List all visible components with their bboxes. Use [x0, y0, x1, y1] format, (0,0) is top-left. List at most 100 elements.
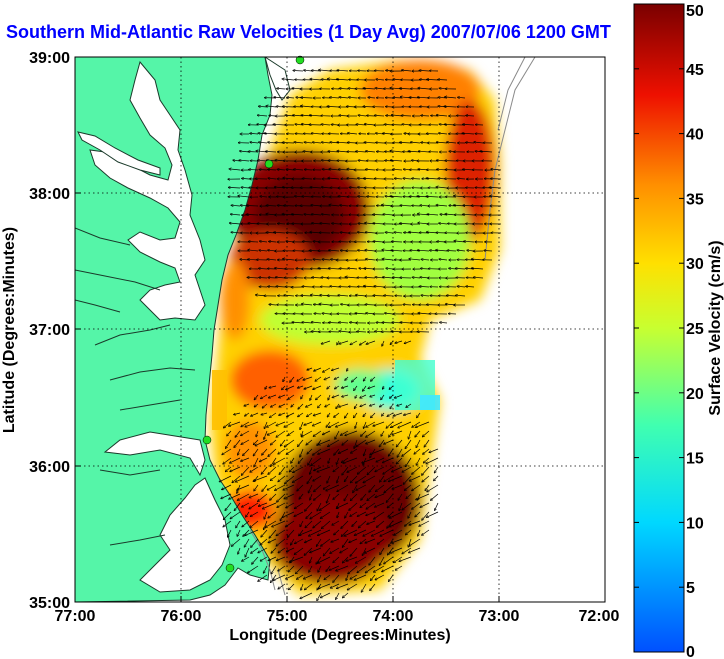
velocity-arrow — [395, 394, 403, 398]
velocity-arrow — [366, 421, 376, 427]
velocity-arrow — [390, 151, 403, 153]
velocity-arrow — [424, 439, 430, 447]
velocity-arrow — [422, 475, 430, 482]
velocity-arrow — [404, 412, 412, 415]
velocity-arrow — [293, 71, 304, 72]
velocity-arrow — [269, 304, 277, 305]
velocity-arrow — [426, 196, 439, 197]
velocity-arrow — [375, 466, 385, 472]
velocity-arrow — [242, 466, 250, 475]
velocity-arrow — [373, 421, 385, 426]
velocity-arrow — [312, 322, 322, 323]
velocity-arrow — [301, 583, 304, 590]
velocity-arrow — [365, 547, 376, 553]
velocity-arrow — [329, 205, 340, 206]
velocity-arrow — [299, 493, 304, 499]
velocity-arrow — [322, 259, 331, 260]
velocity-arrow — [339, 322, 349, 323]
velocity-arrow — [318, 439, 331, 445]
velocity-arrow — [318, 574, 322, 582]
velocity-arrow — [356, 439, 367, 447]
velocity-arrow — [425, 484, 430, 491]
velocity-arrow — [375, 493, 385, 497]
velocity-arrow — [375, 115, 385, 116]
velocity-arrow — [380, 529, 394, 536]
velocity-arrow — [264, 430, 268, 439]
velocity-arrow — [397, 439, 403, 447]
velocity-arrow — [439, 259, 448, 260]
velocity-arrow — [350, 340, 358, 345]
velocity-arrow — [363, 412, 367, 417]
velocity-arrow — [339, 340, 349, 344]
velocity-arrow — [298, 412, 304, 417]
velocity-arrow — [436, 205, 448, 206]
velocity-arrow — [437, 115, 448, 116]
velocity-arrow — [333, 493, 340, 499]
velocity-arrow — [238, 493, 250, 500]
velocity-arrow — [271, 475, 277, 480]
velocity-arrow — [409, 259, 421, 260]
velocity-arrow — [431, 493, 439, 500]
velocity-arrow — [332, 223, 340, 224]
velocity-arrow — [440, 322, 448, 323]
velocity-arrow — [298, 403, 304, 409]
velocity-arrow — [398, 421, 412, 428]
velocity-arrow — [279, 412, 286, 415]
velocity-arrow — [293, 475, 304, 482]
velocity-arrow — [327, 106, 340, 107]
velocity-arrow — [266, 151, 277, 152]
velocity-arrow — [262, 484, 268, 491]
velocity-arrow — [364, 178, 376, 179]
velocity-arrow — [231, 214, 241, 215]
colorbar-scale — [633, 3, 685, 653]
velocity-arrow — [324, 547, 331, 556]
velocity-arrow — [361, 493, 367, 500]
velocity-arrow — [365, 250, 376, 251]
velocity-arrow — [268, 538, 277, 543]
velocity-arrow — [358, 232, 367, 233]
velocity-arrow — [323, 197, 331, 198]
velocity-arrow — [345, 475, 349, 482]
velocity-arrow — [238, 448, 241, 455]
velocity-arrow — [229, 421, 241, 426]
velocity-arrow — [341, 304, 349, 305]
x-tick-label: 77:00 — [55, 608, 96, 625]
velocity-arrow — [284, 206, 295, 207]
velocity-arrow — [379, 439, 385, 447]
colorbar-tick-label: 30 — [686, 256, 704, 273]
velocity-arrow — [366, 169, 376, 170]
velocity-arrow — [382, 259, 394, 260]
velocity-arrow — [427, 214, 439, 215]
velocity-arrow — [342, 439, 349, 445]
velocity-arrow — [387, 502, 394, 508]
velocity-arrow — [364, 421, 367, 428]
velocity-arrow — [445, 97, 457, 98]
velocity-arrow — [349, 187, 358, 188]
velocity-arrow — [244, 403, 250, 406]
velocity-arrow — [229, 493, 241, 499]
velocity-arrow — [400, 142, 412, 143]
velocity-arrow — [396, 565, 403, 570]
velocity-arrow — [421, 116, 430, 117]
velocity-arrow — [261, 394, 268, 399]
velocity-arrow — [328, 439, 340, 446]
velocity-arrow — [258, 115, 268, 116]
velocity-arrow — [283, 314, 295, 315]
velocity-arrow — [235, 430, 241, 437]
velocity-arrow — [245, 421, 259, 427]
velocity-arrow — [339, 403, 349, 407]
velocity-arrow — [365, 124, 376, 125]
velocity-arrow — [338, 295, 349, 296]
velocity-arrow — [466, 286, 475, 287]
velocity-arrow — [338, 196, 349, 197]
velocity-arrow — [466, 143, 475, 144]
velocity-arrow — [245, 412, 250, 416]
y-tick-label: 36:00 — [29, 459, 70, 476]
velocity-arrow — [298, 439, 304, 446]
velocity-arrow — [330, 286, 340, 287]
velocity-arrow — [294, 142, 304, 143]
velocity-arrow — [418, 313, 430, 314]
velocity-arrow — [284, 493, 295, 499]
colorbar-tick-label: 0 — [686, 644, 695, 659]
velocity-arrow — [337, 475, 340, 483]
